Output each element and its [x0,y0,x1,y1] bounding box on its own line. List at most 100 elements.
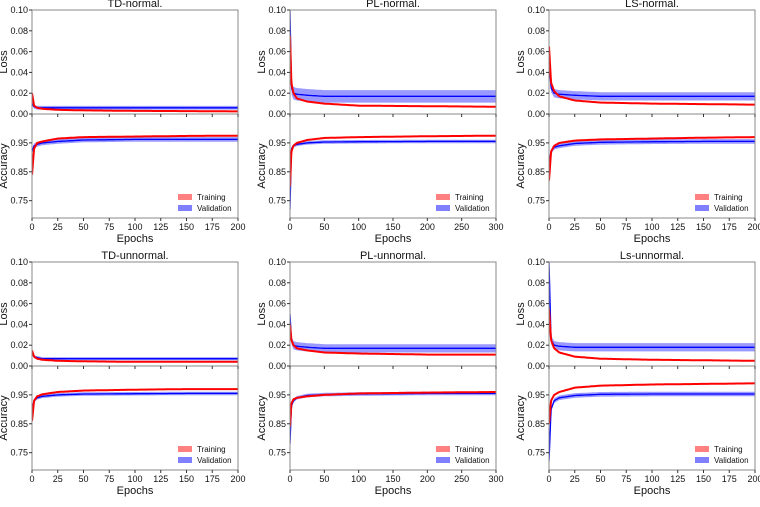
acc-ytick-label: 0.75 [268,448,286,458]
xtick-label: 125 [153,222,168,232]
accuracy-plot [549,136,755,181]
xtick-label: 75 [104,222,114,232]
validation-line [32,353,238,360]
xtick-label: 125 [670,474,685,484]
acc-ytick-label: 0.85 [10,167,28,177]
loss-ytick-label: 0.06 [10,47,28,57]
legend-validation-label: Validation [197,204,232,213]
xtick-label: 50 [319,222,329,232]
loss-plot [290,309,496,356]
acc-ytick-label: 0.75 [268,196,286,206]
validation-line [290,392,496,445]
xtick-label: 75 [104,474,114,484]
validation-line [549,140,755,164]
training-line [290,134,496,187]
panel-td-normal-: TD-normal. 0.00 0.02 0.04 0.06 0.08 0.10 0.75 0.… [0,0,246,245]
accuracy-axis-label: Accuracy [256,143,268,189]
xtick-label: 200 [747,222,760,232]
validation-line [290,313,496,349]
loss-ytick-label: 0.04 [527,67,545,77]
legend-training-label: Training [714,445,743,454]
accuracy-frame [548,113,756,219]
loss-axis-label: Loss [515,50,527,74]
panel-pl-unnormal-: PL-unnormal. 0.00 0.02 0.04 0.06 0.08 0.10 0.75… [256,250,504,497]
acc-ytick-label: 0.95 [527,138,545,148]
xtick-label: 75 [621,474,631,484]
loss-ytick-label: 0.08 [527,26,545,36]
loss-ytick-label: 0.00 [527,361,545,371]
legend-validation-label: Validation [714,456,749,465]
xtick-label: 250 [454,474,469,484]
validation-line [549,61,755,97]
loss-ytick-label: 0.06 [268,299,286,309]
panel-ls-unnormal-: Ls-unnormal. 0.00 0.02 0.04 0.06 0.08 0.10 0.75… [515,250,760,497]
acc-ytick-label: 0.85 [527,167,545,177]
acc-ytick-label: 0.95 [268,138,286,148]
xtick-label: 0 [546,222,551,232]
loss-plot [290,10,496,108]
legend-validation-label: Validation [197,456,232,465]
training-line [290,35,496,108]
panel-ls-normal-: LS-normal. 0.00 0.02 0.04 0.06 0.08 0.10 0.75 0.… [515,0,760,245]
loss-axis-label: Loss [256,302,268,326]
loss-ytick-label: 0.02 [10,340,28,350]
loss-axis-label: Loss [515,302,527,326]
xtick-label: 25 [53,474,63,484]
validation-line [32,392,238,410]
xtick-label: 25 [570,474,580,484]
loss-ytick-label: 0.08 [10,26,28,36]
loss-ytick-label: 0.08 [10,278,28,288]
xtick-label: 125 [153,474,168,484]
training-line [32,134,238,175]
xtick-label: 100 [127,474,142,484]
xtick-label: 200 [747,474,760,484]
legend-training-label: Training [197,445,226,454]
xtick-label: 150 [696,474,711,484]
validation-band [549,262,755,352]
loss-plot [32,93,238,113]
xtick-label: 175 [205,474,220,484]
accuracy-axis-label: Accuracy [0,143,10,189]
legend-training-swatch [436,446,450,452]
training-line [549,136,755,181]
accuracy-axis-label: Accuracy [256,395,268,441]
x-axis-label: Epochs [634,233,671,245]
xtick-label: 100 [644,222,659,232]
accuracy-frame [31,113,239,219]
acc-ytick-label: 0.95 [10,138,28,148]
xtick-label: 25 [570,222,580,232]
legend-training-label: Training [714,193,743,202]
panel-title: TD-normal. [107,0,162,10]
loss-ytick-label: 0.06 [527,299,545,309]
validation-band [549,57,755,101]
acc-ytick-label: 0.75 [527,448,545,458]
xtick-label: 200 [230,222,245,232]
loss-ytick-label: 0.04 [527,319,545,329]
accuracy-frame [289,365,497,471]
x-axis-label: Epochs [375,233,412,245]
training-line [32,388,238,421]
loss-ytick-label: 0.08 [268,26,286,36]
xtick-label: 200 [420,222,435,232]
loss-ytick-label: 0.02 [527,88,545,98]
validation-band [290,309,496,353]
loss-plot [549,262,755,362]
x-axis-label: Epochs [634,485,671,497]
xtick-label: 0 [287,474,292,484]
loss-axis-label: Loss [256,50,268,74]
legend-training-swatch [695,194,709,200]
validation-line [290,10,496,97]
accuracy-axis-label: Accuracy [0,395,10,441]
panel-title: PL-unnormal. [360,250,426,262]
legend-validation-swatch [436,457,450,463]
xtick-label: 150 [385,222,400,232]
legend-training-swatch [178,446,192,452]
legend-validation-swatch [695,205,709,211]
legend-training-label: Training [455,193,484,202]
xtick-label: 100 [351,474,366,484]
loss-ytick-label: 0.04 [10,67,28,77]
acc-ytick-label: 0.85 [268,167,286,177]
legend-validation-label: Validation [714,204,749,213]
loss-ytick-label: 0.00 [268,109,286,119]
legend-validation-swatch [695,457,709,463]
